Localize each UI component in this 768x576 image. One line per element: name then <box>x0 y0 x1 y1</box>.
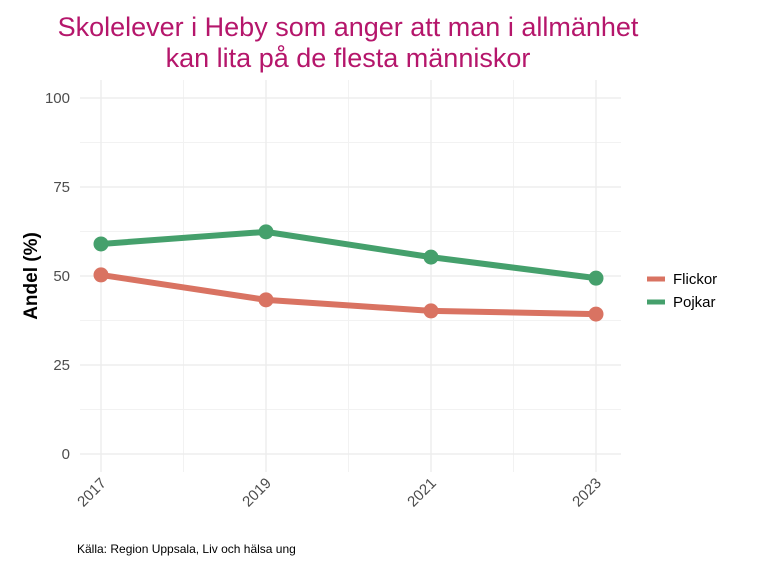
data-point-flickor <box>588 306 604 322</box>
series-lines <box>98 228 599 318</box>
y-axis-label: Andel (%) <box>21 232 42 320</box>
x-tick-label: 2017 <box>74 475 110 511</box>
data-point-pojkar <box>258 224 274 240</box>
data-point-flickor <box>93 267 109 283</box>
data-point-pojkar <box>93 236 109 252</box>
source-caption: Källa: Region Uppsala, Liv och hälsa ung <box>77 542 296 556</box>
y-tick-label: 0 <box>62 446 70 463</box>
x-tick-label: 2019 <box>239 475 275 511</box>
grid-lines <box>80 80 621 472</box>
legend-label-flickor: Flickor <box>673 271 717 288</box>
y-axis-ticks: 0 25 50 75 100 <box>45 90 70 463</box>
x-tick-label: 2021 <box>404 475 440 511</box>
data-point-pojkar <box>423 249 439 265</box>
data-point-pojkar <box>588 270 604 286</box>
legend: Flickor Pojkar <box>647 271 717 311</box>
series-line-flickor <box>98 271 599 318</box>
y-tick-label: 25 <box>53 357 70 374</box>
chart-title-line-1: Skolelever i Heby som anger att man i al… <box>57 12 639 42</box>
series-points <box>93 224 604 322</box>
x-axis-ticks: 2017 2019 2021 2023 <box>74 475 605 511</box>
data-point-flickor <box>258 292 274 308</box>
x-tick-label: 2023 <box>569 475 605 511</box>
chart-title: Skolelever i Heby som anger att man i al… <box>0 12 696 74</box>
chart-title-line-2: kan lita på de flesta människor <box>165 43 531 73</box>
y-tick-label: 50 <box>53 268 70 285</box>
series-line-pojkar <box>98 228 599 282</box>
legend-label-pojkar: Pojkar <box>673 294 716 311</box>
y-tick-label: 75 <box>53 179 70 196</box>
y-tick-label: 100 <box>45 90 70 107</box>
data-point-flickor <box>423 303 439 319</box>
